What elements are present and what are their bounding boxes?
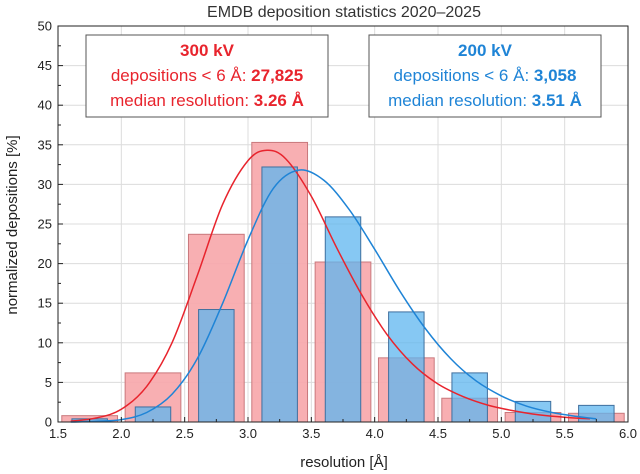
y-tick-label: 5 <box>45 375 52 390</box>
y-tick-label: 35 <box>38 137 52 152</box>
x-tick-label: 5.5 <box>556 426 574 441</box>
annotation-box-300kv <box>85 34 329 118</box>
x-tick-label: 1.5 <box>49 426 67 441</box>
annotation-text-part: depositions < 6 Å: <box>394 66 534 85</box>
annotation-text-part: 3.51 Å <box>532 91 582 110</box>
y-tick-label: 10 <box>38 335 52 350</box>
x-tick-label: 2.0 <box>112 426 130 441</box>
annotation-line: median resolution: 3.51 Å <box>388 91 582 110</box>
bar-200kv <box>451 372 488 423</box>
fit-curves-layer <box>70 149 597 423</box>
bar-200kv <box>198 309 235 423</box>
x-tick-label: 2.5 <box>176 426 194 441</box>
annotation-text-part: median resolution: <box>388 91 532 110</box>
y-tick-label: 0 <box>45 415 52 430</box>
annotation-box-200kv <box>368 34 602 118</box>
y-axis-title: normalized depositions [%] <box>4 135 21 314</box>
annotation-line: 300 kV <box>180 41 235 60</box>
y-tick-label: 50 <box>38 19 52 34</box>
chart-title: EMDB deposition statistics 2020–2025 <box>207 4 481 21</box>
annotation-text-part: 27,825 <box>251 66 303 85</box>
annotation-line: depositions < 6 Å: 27,825 <box>111 66 303 85</box>
ticks-layer: 1.5 2.0 2.5 3.0 3.5 4.0 4.5 5.0 5.5 6.0 0 5 10 15 20 25… <box>38 19 638 442</box>
x-tick-label: 4.5 <box>429 426 447 441</box>
y-tick-label: 15 <box>38 296 52 311</box>
annotation-line: 200 kV <box>458 41 513 60</box>
y-tick-label: 20 <box>38 256 52 271</box>
x-tick-label: 3.5 <box>302 426 320 441</box>
annotation-text-part: 300 kV <box>180 41 235 60</box>
annotation-text-part: 3.26 Å <box>254 91 304 110</box>
annotation-line: median resolution: 3.26 Å <box>110 91 304 110</box>
bar-200kv <box>261 166 298 423</box>
bar-200kv <box>324 216 362 423</box>
y-tick-label: 40 <box>38 98 52 113</box>
y-tick-label: 45 <box>38 58 52 73</box>
annotation-text-part: 3,058 <box>534 66 577 85</box>
annotation-line: depositions < 6 Å: 3,058 <box>394 66 577 85</box>
fit-curve-200kv <box>70 169 597 423</box>
annotation-text-part: median resolution: <box>110 91 254 110</box>
y-tick-label: 30 <box>38 177 52 192</box>
x-tick-label: 6.0 <box>619 426 637 441</box>
annotation-text-part: depositions < 6 Å: <box>111 66 251 85</box>
x-tick-label: 5.0 <box>492 426 510 441</box>
y-tick-label: 25 <box>38 217 52 232</box>
annotation-text-part: 200 kV <box>458 41 513 60</box>
bar-200kv <box>388 311 425 423</box>
x-tick-label: 3.0 <box>239 426 257 441</box>
fit-curve-300kv <box>70 149 591 422</box>
annotations-layer: 300 kV depositions < 6 Å: 27,825 median re… <box>85 34 602 118</box>
bars-layer <box>61 141 625 423</box>
x-tick-label: 4.0 <box>366 426 384 441</box>
x-axis-title: resolution [Å] <box>300 454 388 471</box>
